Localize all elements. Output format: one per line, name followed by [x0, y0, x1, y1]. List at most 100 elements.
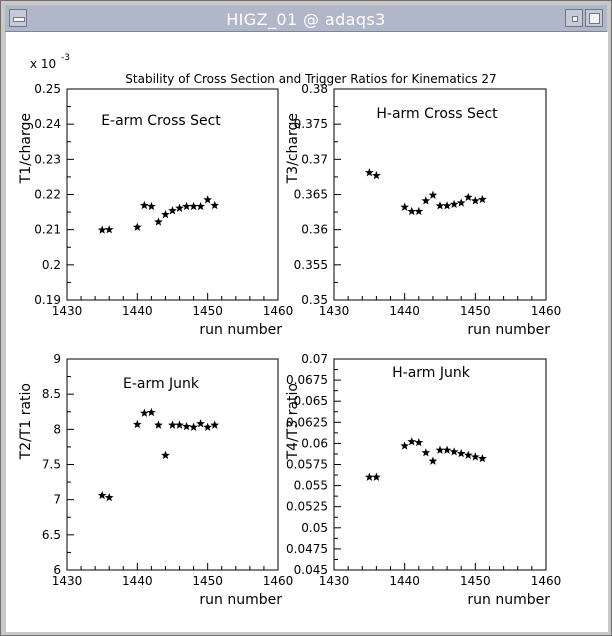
- x-tick-label: 1460: [531, 574, 562, 588]
- data-point: [182, 421, 191, 431]
- data-point: [147, 407, 156, 417]
- data-point: [428, 190, 438, 199]
- x-axis-label: run number: [199, 322, 282, 338]
- minimize-button[interactable]: [565, 9, 583, 27]
- x-tick-label: 1440: [122, 574, 153, 588]
- data-point: [456, 198, 466, 207]
- data-point: [421, 448, 431, 457]
- data-point: [189, 422, 198, 431]
- y-tick-label: 0.045: [294, 563, 328, 577]
- y-tick-label: 0.37: [301, 152, 328, 166]
- data-point: [442, 445, 452, 454]
- menu-bar-icon: [13, 17, 25, 22]
- y-tick-label: 7: [53, 493, 61, 507]
- window-title: HIGZ_01 @ adaqs3: [226, 10, 386, 29]
- x-tick-label: 1450: [460, 574, 491, 588]
- x-tick-label: 1430: [52, 304, 83, 318]
- data-point: [478, 194, 487, 204]
- y-tick-label: 0.19: [34, 293, 61, 307]
- data-point: [400, 441, 410, 450]
- y-tick-label: 0.24: [34, 117, 61, 131]
- y-tick-label: 0.365: [294, 188, 328, 202]
- chart-panel-4: 1430 1440 1450 1460 0.045 0.0475 0.05 0.0525 0.0…: [285, 352, 561, 608]
- data-point: [442, 201, 452, 210]
- x-axis-label: run number: [467, 322, 550, 338]
- panel-title: H-arm Cross Sect: [376, 106, 498, 122]
- x-axis-label: run number: [467, 592, 550, 608]
- y-tick-label: 8: [53, 422, 61, 436]
- y-axis-label: T4/T3 ratio: [285, 383, 301, 460]
- data-point: [210, 420, 220, 429]
- y-tick-label: 0.0475: [286, 542, 328, 556]
- y-tick-label: 0.35: [301, 293, 328, 307]
- data-point: [364, 472, 374, 481]
- data-point: [132, 419, 142, 429]
- data-point: [456, 448, 466, 458]
- chart-panel-3: 1430 1440 1450 1460 6 6.5 7 7.5 8 8.5 9 E-arm Junk r…: [18, 352, 293, 608]
- data-point: [161, 209, 170, 219]
- data-point: [97, 225, 107, 234]
- data-point: [407, 206, 417, 216]
- data-point: [435, 445, 445, 454]
- plot-frame: [333, 358, 547, 571]
- minimize-icon: [572, 16, 578, 22]
- y-tick-label: 6: [53, 563, 61, 577]
- data-point: [470, 452, 480, 461]
- x-tick-label: 1460: [263, 304, 294, 318]
- x-tick-label: 1430: [52, 574, 83, 588]
- y-tick-label: 0.06: [301, 436, 328, 450]
- data-point: [132, 222, 142, 231]
- panel-title: E-arm Cross Sect: [101, 113, 221, 129]
- data-point: [364, 168, 374, 177]
- data-point: [147, 201, 156, 211]
- y-tick-label: 0.25: [34, 82, 61, 96]
- data-point: [407, 437, 417, 446]
- data-point: [154, 420, 163, 429]
- data-point: [154, 217, 163, 226]
- panel-title: H-arm Junk: [392, 365, 471, 381]
- x-tick-label: 1440: [389, 574, 420, 588]
- chart-panel-2: 1430 1440 1450 1460 0.35 0.355 0.36 0.365 0.37 0.…: [285, 82, 561, 338]
- y-tick-label: 7.5: [42, 458, 61, 472]
- y-tick-label: 0.22: [34, 188, 61, 202]
- data-point: [470, 196, 480, 205]
- data-point: [196, 419, 206, 428]
- x-tick-label: 1440: [122, 304, 153, 318]
- data-point: [189, 201, 198, 211]
- panel-title: E-arm Junk: [123, 376, 200, 392]
- y-axis-label: T3/charge: [285, 113, 301, 184]
- data-point: [104, 225, 114, 234]
- data-point: [414, 206, 424, 216]
- data-point: [139, 200, 149, 210]
- data-point: [168, 206, 177, 215]
- data-point: [161, 450, 170, 460]
- data-point: [478, 453, 487, 463]
- plot-canvas: x 10 -3 Stability of Cross Section and T…: [6, 32, 608, 632]
- x-tick-label: 1460: [531, 304, 562, 318]
- y-tick-label: 0.375: [294, 117, 328, 131]
- maximize-button[interactable]: [585, 9, 603, 27]
- title-bar[interactable]: HIGZ_01 @ adaqs3: [5, 5, 607, 32]
- y-tick-label: 0.355: [294, 258, 328, 272]
- x-tick-label: 1450: [192, 304, 223, 318]
- y-tick-label: 0.05: [301, 521, 328, 535]
- y-tick-label: 8.5: [42, 387, 61, 401]
- data-point: [175, 420, 184, 429]
- y-tick-label: 0.055: [294, 479, 328, 493]
- x-axis-label: run number: [199, 592, 282, 608]
- y-tick-label: 0.0525: [286, 500, 328, 514]
- data-point: [168, 420, 177, 429]
- window-menu-button[interactable]: [9, 9, 27, 27]
- data-point: [372, 170, 381, 180]
- data-point: [104, 492, 114, 502]
- figure-svg: x 10 -3 Stability of Cross Section and T…: [18, 53, 561, 608]
- x-tick-label: 1430: [319, 304, 350, 318]
- y-tick-label: 0.38: [301, 82, 328, 96]
- y-tick-label: 0.21: [34, 223, 61, 237]
- y-tick-label: 0.36: [301, 223, 328, 237]
- y-tick-label: 9: [53, 352, 61, 366]
- data-point: [463, 450, 473, 459]
- x-tick-label: 1450: [192, 574, 223, 588]
- y-tick-label: 0.0625: [286, 415, 328, 429]
